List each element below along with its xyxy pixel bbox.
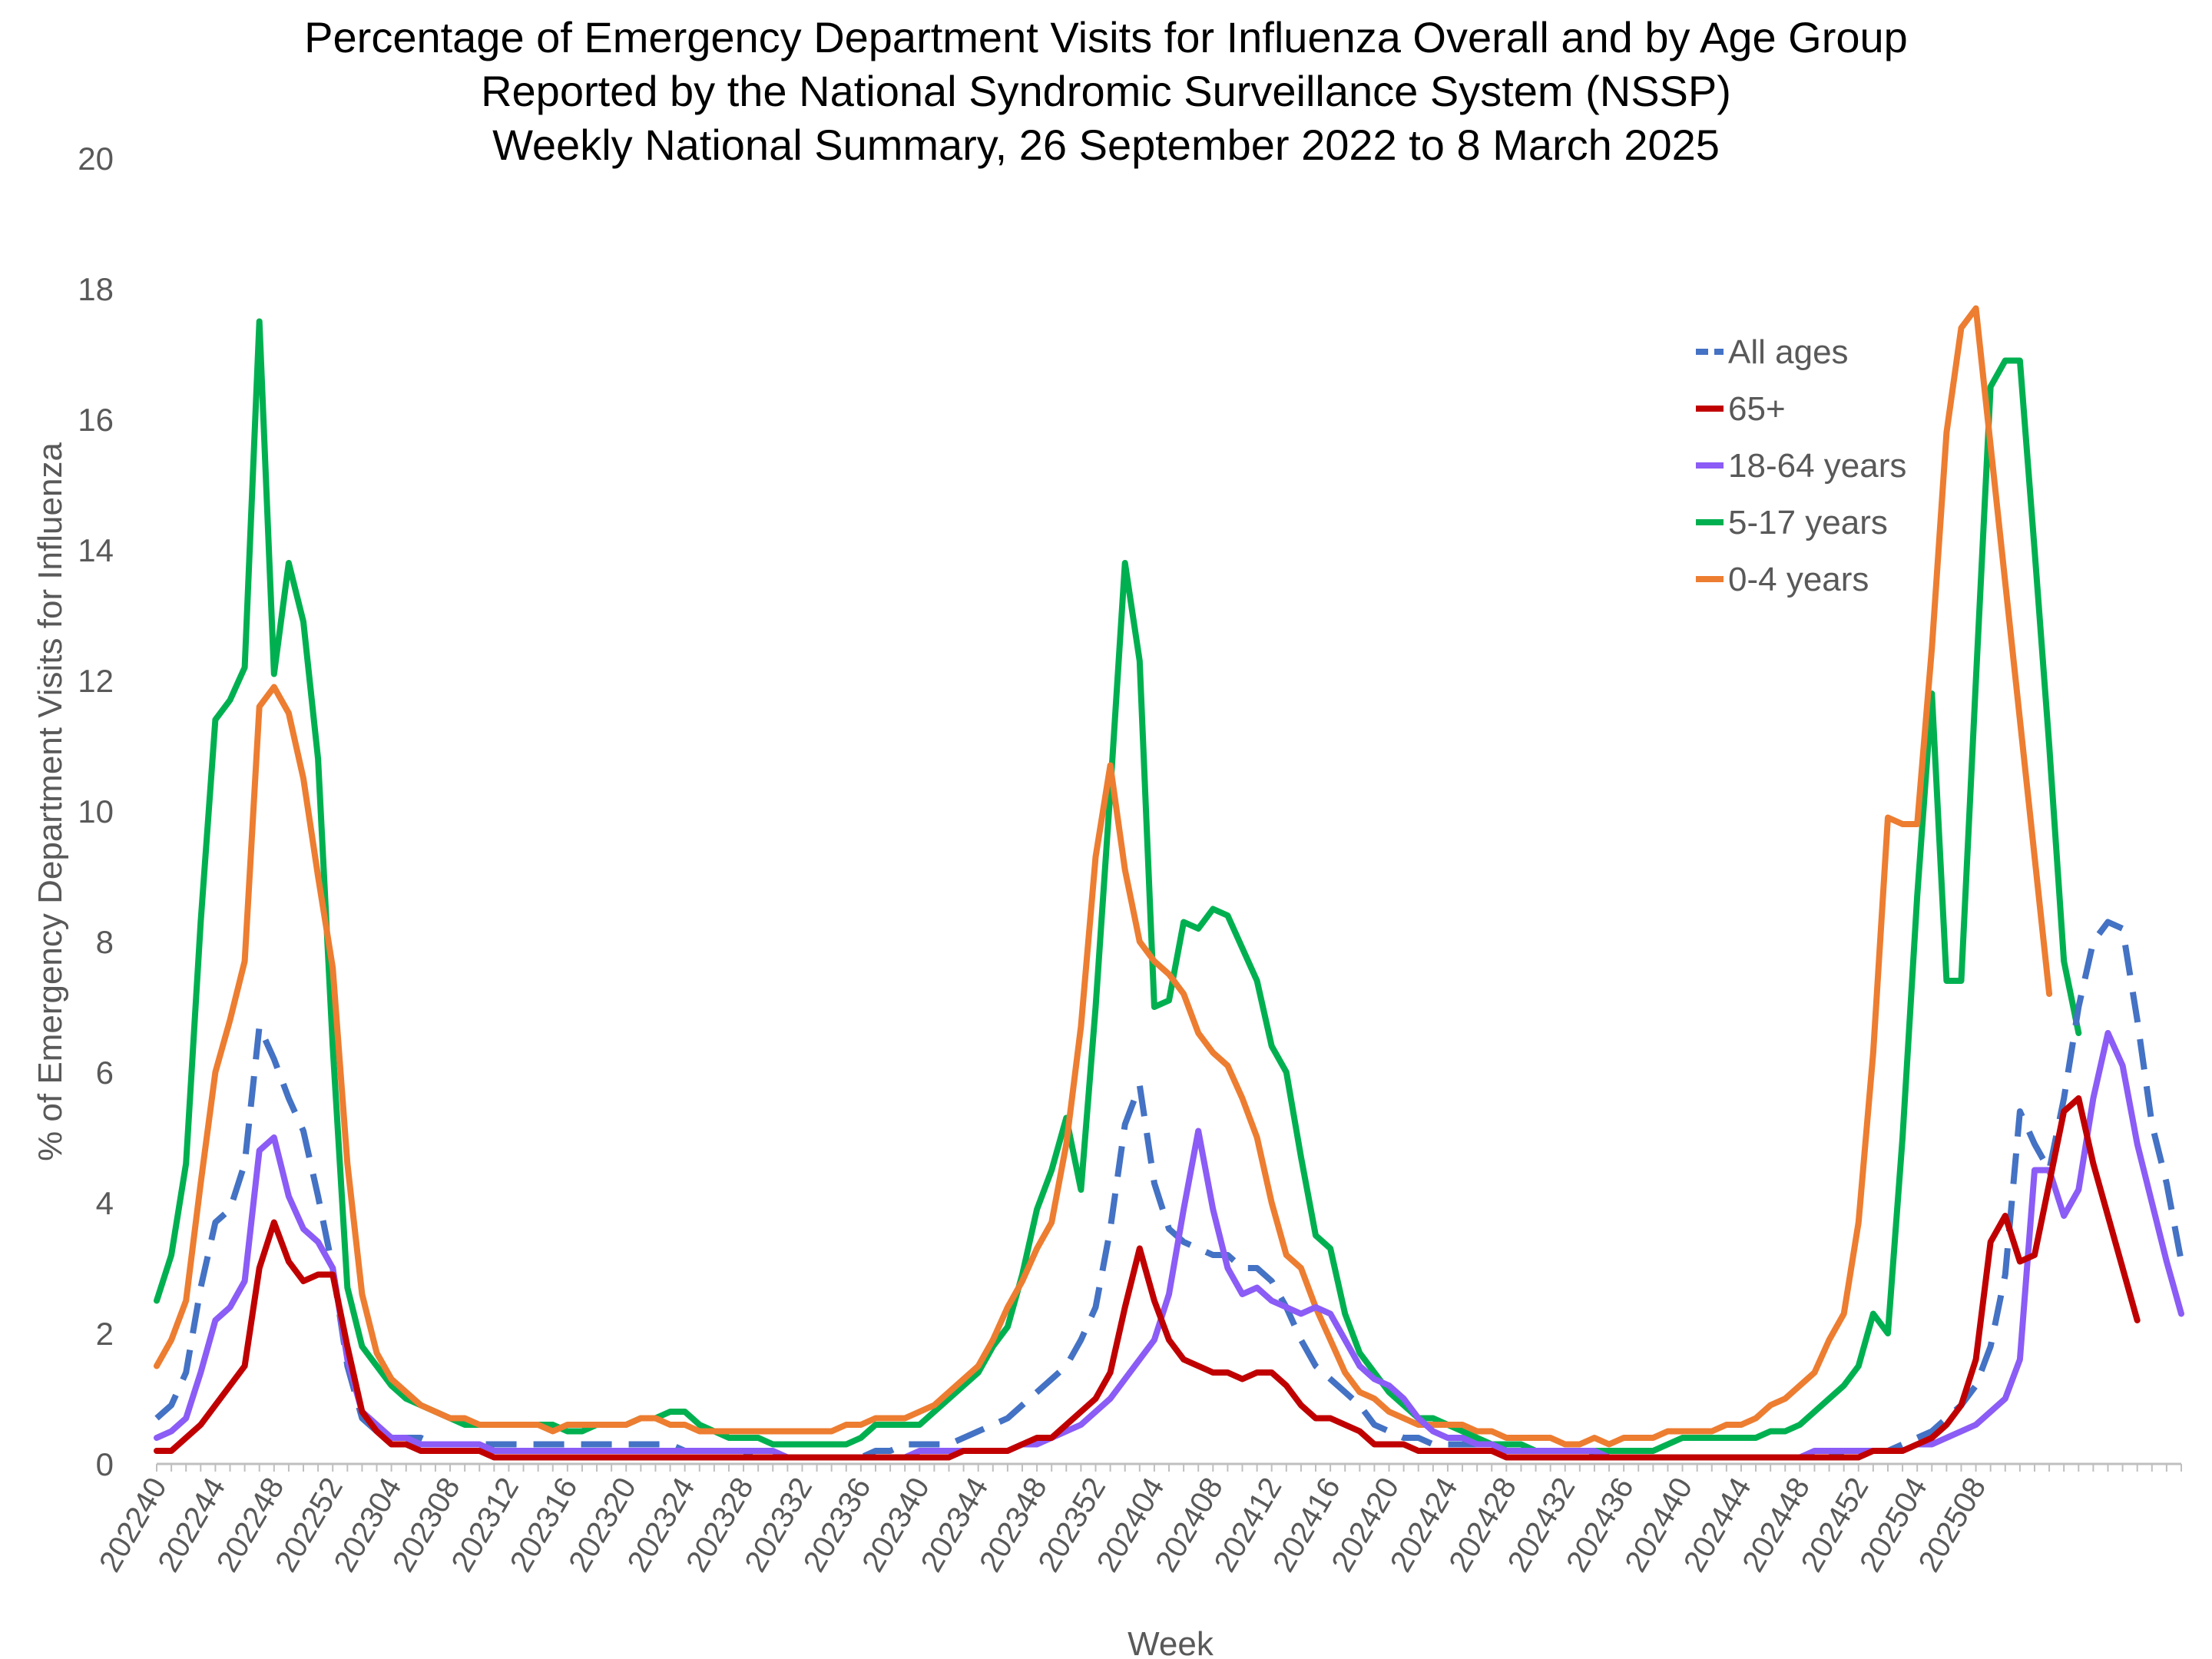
chart-title-line-1: Percentage of Emergency Department Visit… xyxy=(304,13,1908,61)
legend-label: 5-17 years xyxy=(1728,504,1888,541)
series-line-0-4-years xyxy=(154,305,2053,1448)
y-tick-label: 10 xyxy=(78,793,114,830)
series-line-65 xyxy=(154,1095,2141,1461)
legend-label: 0-4 years xyxy=(1728,561,1869,598)
series-line-18-64-years xyxy=(154,1030,2184,1461)
y-tick-label: 18 xyxy=(78,271,114,307)
x-axis: 2022402022442022482022522023042023082023… xyxy=(93,1462,2182,1578)
y-tick-label: 20 xyxy=(78,141,114,177)
series-line-5-17-years xyxy=(154,318,2082,1454)
chart-title-line-3: Weekly National Summary, 26 September 20… xyxy=(492,121,1720,169)
x-axis-label: Week xyxy=(1128,1625,1214,1659)
y-tick-label: 0 xyxy=(96,1446,114,1482)
y-axis-ticks: 0 2 4 6 8 10 12 14 16 18 20 xyxy=(78,141,114,1482)
y-tick-label: 6 xyxy=(96,1055,114,1091)
legend: All ages 65+ 18-64 years 5-17 years 0-4 year… xyxy=(1696,333,1906,598)
y-tick-label: 14 xyxy=(78,532,114,568)
y-tick-label: 16 xyxy=(78,402,114,438)
legend-label: 65+ xyxy=(1728,390,1786,428)
chart-title-line-2: Reported by the National Syndromic Surve… xyxy=(481,67,1731,115)
chart-title: Percentage of Emergency Department Visit… xyxy=(0,11,2212,172)
series-lines xyxy=(154,305,2184,1461)
y-tick-label: 8 xyxy=(96,924,114,960)
legend-label: All ages xyxy=(1728,333,1849,371)
y-tick-label: 4 xyxy=(96,1185,114,1221)
y-axis-label: % of Emergency Department Visits for Inf… xyxy=(31,442,69,1161)
y-tick-label: 2 xyxy=(96,1316,114,1352)
legend-label: 18-64 years xyxy=(1728,447,1906,485)
y-tick-label: 12 xyxy=(78,663,114,699)
